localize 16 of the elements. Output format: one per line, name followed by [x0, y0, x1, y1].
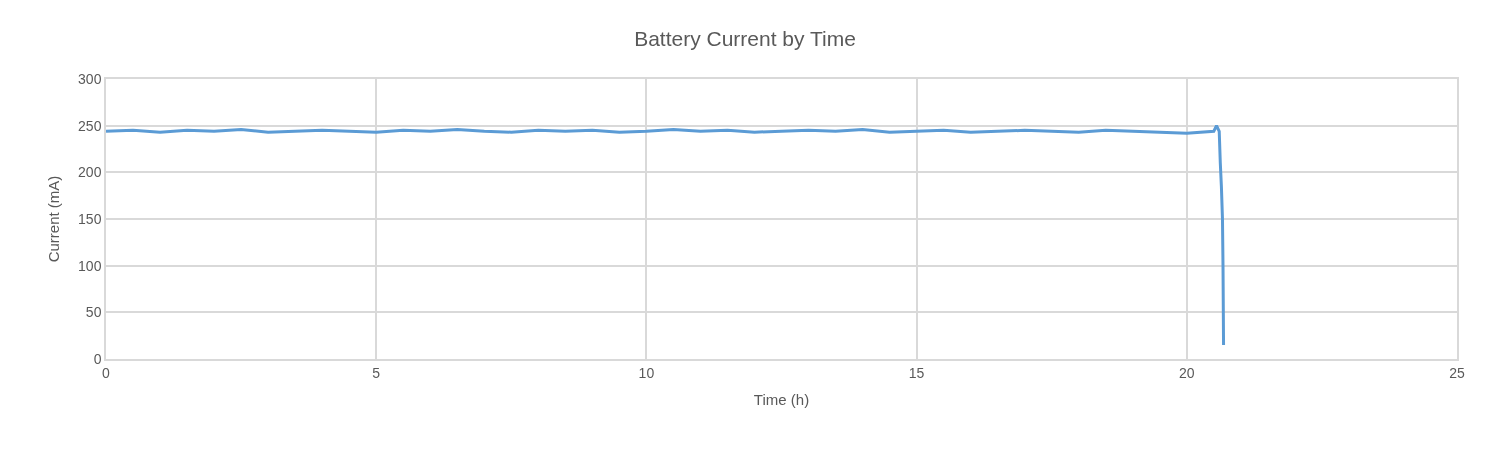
- x-tick-label: 25: [1449, 364, 1465, 381]
- y-axis-title: Current (mA): [44, 175, 62, 263]
- x-axis-title: Time (h): [753, 391, 810, 409]
- x-tick-label: 5: [372, 364, 381, 381]
- y-tick-label: 150: [78, 210, 102, 227]
- x-tick-label: 20: [1179, 364, 1195, 381]
- y-tick-label: 0: [93, 350, 102, 367]
- x-tick-label: 10: [638, 364, 655, 381]
- y-tick-label: 100: [78, 257, 102, 274]
- y-tick-label: 250: [78, 117, 102, 134]
- x-tick-label: 15: [908, 364, 925, 381]
- y-tick-label: 50: [85, 304, 102, 321]
- y-tick-label: 200: [78, 164, 102, 181]
- chart-title: Battery Current by Time: [634, 27, 856, 51]
- line-series: [106, 124, 1226, 347]
- y-tick-label: 300: [78, 70, 102, 87]
